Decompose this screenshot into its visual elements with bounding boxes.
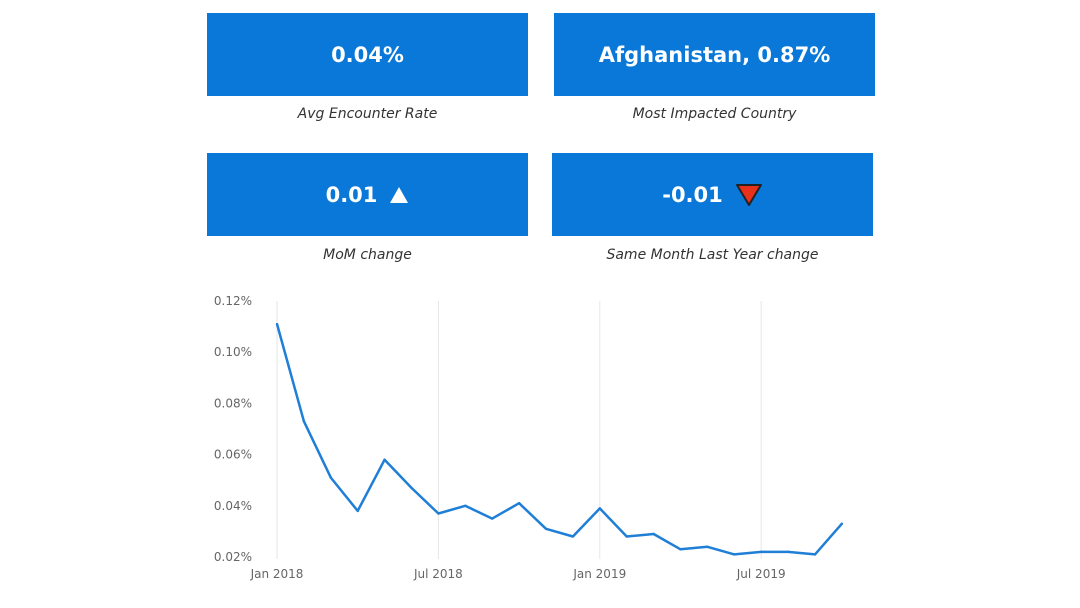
data-point (625, 535, 628, 538)
kpi-caption: Avg Encounter Rate (297, 106, 438, 122)
data-point (356, 509, 359, 513)
y-tick-label: 0.12% (214, 294, 252, 308)
kpi-value: 0.04% (331, 42, 404, 67)
kpi-caption: Most Impacted Country (632, 106, 797, 122)
data-point (275, 322, 279, 326)
data-point (437, 512, 440, 515)
data-point (813, 553, 817, 556)
data-point (329, 476, 332, 479)
kpi-card-same-month-last-year-change: -0.01 (552, 153, 873, 236)
data-point (517, 502, 521, 505)
y-tick-label: 0.08% (214, 396, 252, 410)
data-point (571, 535, 575, 538)
data-point (464, 504, 467, 507)
y-tick-label: 0.10% (214, 345, 252, 359)
data-point (733, 553, 736, 556)
data-point (652, 532, 655, 536)
kpi-card-most-impacted-country: Afghanistan, 0.87% (554, 13, 875, 96)
kpi-value: 0.01 (325, 182, 378, 207)
y-tick-label: 0.02% (214, 550, 252, 564)
data-point (840, 522, 844, 525)
data-point (544, 527, 548, 531)
data-point (679, 548, 682, 551)
y-tick-label: 0.06% (214, 448, 252, 462)
data-point (302, 420, 306, 423)
kpi-caption: MoM change (323, 247, 412, 263)
data-point (706, 545, 709, 548)
x-tick-label: Jul 2018 (413, 567, 463, 581)
y-tick-label: 0.04% (214, 499, 252, 513)
kpi-card-mom-change: 0.01 (207, 153, 528, 236)
kpi-card-avg-encounter-rate: 0.04% (207, 13, 528, 96)
data-point (491, 517, 494, 520)
up-triangle-icon (390, 186, 409, 203)
kpi-value: -0.01 (662, 182, 723, 207)
data-point (760, 550, 763, 554)
data-point (383, 458, 386, 461)
data-point (786, 550, 790, 554)
down-triangle-icon (735, 183, 762, 206)
kpi-value: Afghanistan, 0.87% (598, 42, 831, 67)
kpi-caption: Same Month Last Year change (606, 247, 819, 263)
x-tick-label: Jan 2018 (250, 567, 304, 581)
x-tick-label: Jan 2019 (572, 567, 626, 581)
series-line (275, 323, 843, 556)
data-point (598, 507, 601, 510)
data-point (410, 486, 413, 490)
x-tick-label: Jul 2019 (736, 567, 786, 581)
